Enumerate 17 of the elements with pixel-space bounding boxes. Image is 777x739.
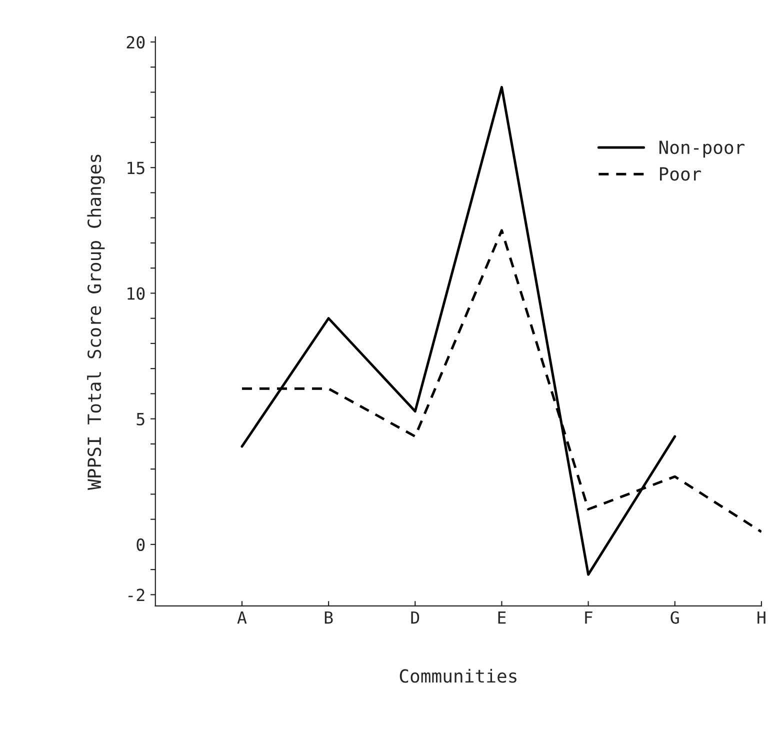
x-tick-label: E <box>498 611 506 624</box>
y-tick-label: 20 <box>126 36 145 49</box>
x-tick-label: F <box>585 611 592 624</box>
x-tick-label: G <box>670 611 679 624</box>
x-tick-label: A <box>237 611 247 624</box>
y-tick-label: 15 <box>128 162 144 174</box>
legend-label: Poor <box>660 167 702 181</box>
x-tick-label: H <box>758 611 766 624</box>
y-tick-label: -2 <box>128 588 144 602</box>
x-tick-label: B <box>324 611 333 624</box>
y-tick-label: 5 <box>136 413 144 426</box>
y-axis-title: WPPSI Total Score Group Changes <box>87 154 105 490</box>
legend-label: Non-poor <box>659 140 745 158</box>
x-axis-title: Communities <box>400 668 516 683</box>
y-tick-label: 10 <box>128 287 145 300</box>
x-tick-label: D <box>411 611 420 624</box>
y-tick-label: 0 <box>136 538 145 552</box>
